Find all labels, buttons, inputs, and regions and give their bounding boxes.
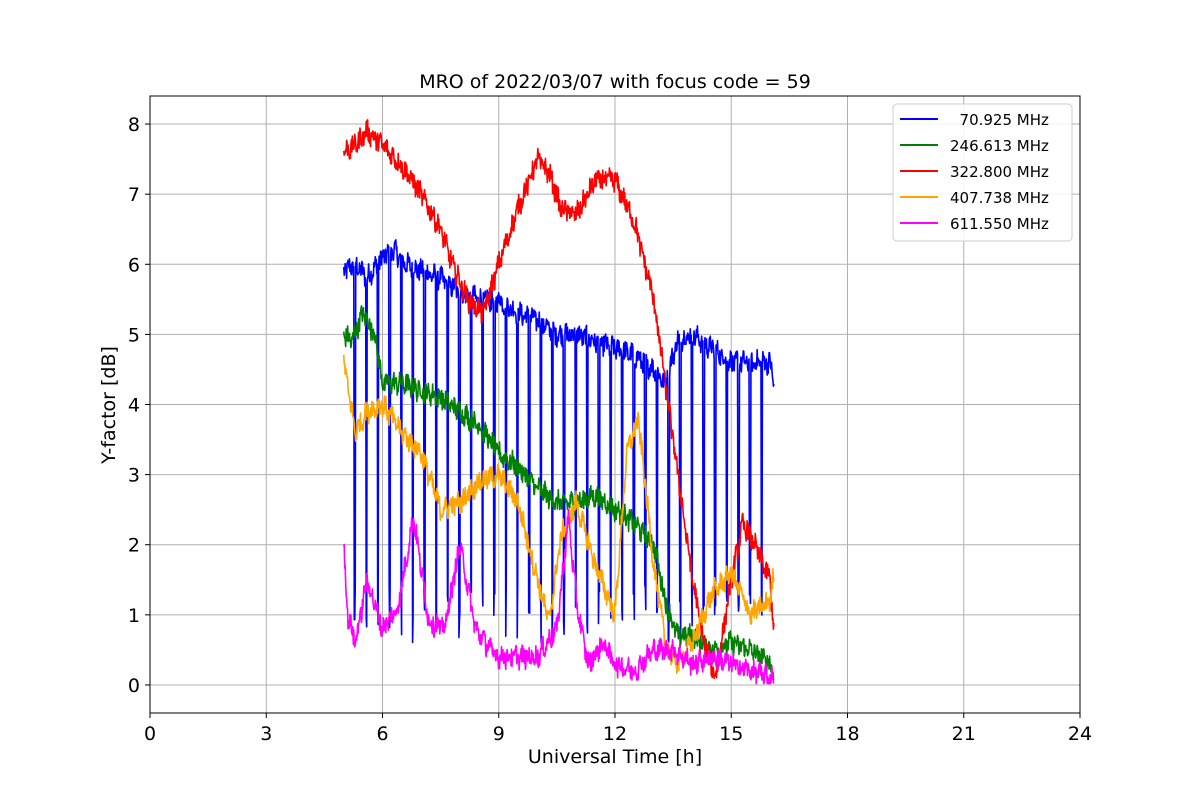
y-tick-label: 2 xyxy=(128,535,140,557)
y-tick-label: 8 xyxy=(128,114,140,136)
y-tick-label: 1 xyxy=(128,605,140,627)
chart-title: MRO of 2022/03/07 with focus code = 59 xyxy=(419,71,811,93)
y-tick-label: 0 xyxy=(128,675,140,697)
x-tick-label: 9 xyxy=(493,723,505,745)
x-tick-label: 12 xyxy=(603,723,627,745)
x-tick-label: 0 xyxy=(144,723,156,745)
y-tick-label: 7 xyxy=(128,184,140,206)
x-tick-label: 24 xyxy=(1068,723,1092,745)
y-tick-label: 5 xyxy=(128,324,140,346)
series-layer xyxy=(342,119,775,685)
x-axis-label: Universal Time [h] xyxy=(528,746,702,768)
x-tick-label: 21 xyxy=(952,723,976,745)
y-tick-label: 4 xyxy=(128,395,140,417)
y-tick-label: 3 xyxy=(128,465,140,487)
y-axis-label: Y-factor [dB] xyxy=(98,346,120,465)
x-tick-label: 18 xyxy=(835,723,859,745)
x-tick-label: 6 xyxy=(376,723,388,745)
x-tick-label: 15 xyxy=(719,723,743,745)
legend: 70.925 MHz 246.613 MHz 322.800 MHz 407.738 … xyxy=(892,103,1073,242)
legend-entry: 322.800 MHz xyxy=(950,163,1049,181)
x-tick-label: 3 xyxy=(260,723,272,745)
legend-box xyxy=(892,103,1073,242)
series-line-0 xyxy=(342,239,775,644)
series-line-1 xyxy=(342,305,775,681)
legend-entry: 70.925 MHz xyxy=(950,111,1049,129)
y-tick-label: 6 xyxy=(128,254,140,276)
series-line-3 xyxy=(342,354,775,675)
legend-entry: 407.738 MHz xyxy=(950,189,1049,207)
legend-entry: 611.550 MHz xyxy=(950,215,1049,233)
series-line-4 xyxy=(342,508,775,685)
legend-entry: 246.613 MHz xyxy=(950,137,1049,155)
